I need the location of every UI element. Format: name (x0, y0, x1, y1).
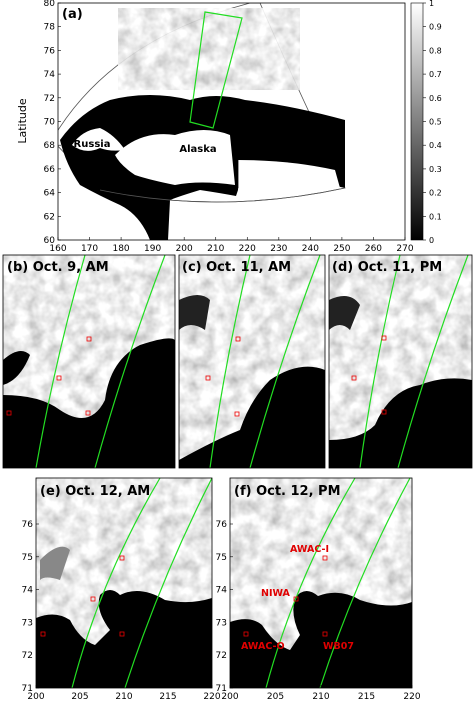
colorbar-tick-label: 0.4 (429, 141, 442, 150)
panel-label: (a) (62, 7, 83, 22)
site-label: WB07 (323, 641, 354, 652)
frame-d (328, 254, 473, 469)
frame-c (178, 254, 326, 469)
y-tick-label: 80 (44, 0, 56, 9)
panel-label: (e) Oct. 12, AM (40, 484, 150, 499)
x-tick-label: 170 (81, 244, 98, 254)
x-tick-label: 200 (27, 692, 44, 702)
x-tick-label: 205 (71, 692, 88, 702)
y-tick-label: 78 (44, 23, 56, 33)
image-c (179, 255, 325, 468)
y-tick-label: 68 (44, 141, 56, 151)
x-tick-label: 250 (333, 244, 350, 254)
site-label: AWAC-O (241, 641, 285, 652)
place-label: Russia (74, 139, 111, 150)
y-tick-label: 73 (216, 618, 227, 628)
colorbar (410, 2, 424, 241)
x-tick-label: 180 (112, 244, 129, 254)
x-tick-label: 210 (312, 692, 329, 702)
y-tick-label: 66 (44, 165, 56, 175)
x-tick-label: 220 (403, 692, 420, 702)
frame-b (2, 254, 176, 469)
colorbar-tick-label: 0.8 (429, 46, 442, 55)
y-tick-label: 75 (22, 553, 33, 563)
colorbar-tick-label: 0.3 (429, 165, 442, 174)
x-tick-label: 210 (115, 692, 132, 702)
colorbar-tick-label: 0.6 (429, 94, 442, 103)
site-label: AWAC-I (290, 544, 329, 555)
colorbar-tick-label: 0.1 (429, 212, 442, 221)
colorbar-tick-label: 0.2 (429, 189, 442, 198)
x-tick-label: 190 (144, 244, 161, 254)
panel-label: (d) Oct. 11, PM (332, 260, 442, 275)
x-tick-label: 240 (302, 244, 319, 254)
colorbar-tick-label: 0.9 (429, 23, 442, 32)
colorbar-tick-label: 1 (429, 0, 434, 8)
y-tick-label: 72 (216, 651, 227, 661)
x-tick-label: 160 (49, 244, 66, 254)
x-tick-label: 210 (207, 244, 224, 254)
y-tick-label: 71 (22, 684, 33, 694)
image-b (3, 255, 175, 468)
colorbar-tick-label: 0.5 (429, 118, 442, 127)
y-tick-label: 74 (44, 70, 56, 80)
x-tick-label: 220 (239, 244, 256, 254)
y-tick-label: 70 (44, 118, 56, 128)
x-tick-label: 215 (159, 692, 176, 702)
x-tick-label: 260 (365, 244, 382, 254)
y-tick-label: 75 (216, 553, 227, 563)
colorbar-tick-label: 0 (429, 236, 434, 245)
x-tick-label: 230 (270, 244, 287, 254)
image-f (230, 478, 412, 688)
y-tick-label: 76 (44, 46, 56, 56)
y-tick-label: 64 (44, 189, 56, 199)
x-tick-label: 205 (267, 692, 284, 702)
y-tick-label: 74 (216, 586, 228, 596)
panel-label: (b) Oct. 9, AM (7, 260, 109, 275)
y-tick-label: 62 (44, 212, 55, 222)
y-tick-label: 73 (22, 618, 33, 628)
image-e (36, 478, 212, 688)
y-tick-label: 76 (216, 520, 228, 530)
y-tick-label: 71 (216, 684, 227, 694)
x-tick-label: 200 (221, 692, 238, 702)
colorbar-tick-label: 0.7 (429, 70, 442, 79)
place-label: Canada (247, 142, 289, 153)
x-tick-label: 215 (358, 692, 375, 702)
place-label: Alaska (179, 144, 216, 155)
y-axis-label: Latitude (16, 98, 29, 144)
y-tick-label: 72 (22, 651, 33, 661)
y-tick-label: 60 (44, 236, 56, 246)
x-tick-label: 200 (176, 244, 193, 254)
site-label: NIWA (261, 588, 291, 599)
panel-label: (f) Oct. 12, PM (234, 484, 341, 499)
x-tick-label: 220 (203, 692, 220, 702)
y-tick-label: 74 (22, 586, 34, 596)
image-d (329, 255, 472, 468)
x-tick-label: 270 (396, 244, 413, 254)
map-a (58, 3, 405, 240)
y-tick-label: 76 (22, 520, 34, 530)
panel-label: (c) Oct. 11, AM (182, 260, 291, 275)
y-tick-label: 72 (44, 94, 55, 104)
